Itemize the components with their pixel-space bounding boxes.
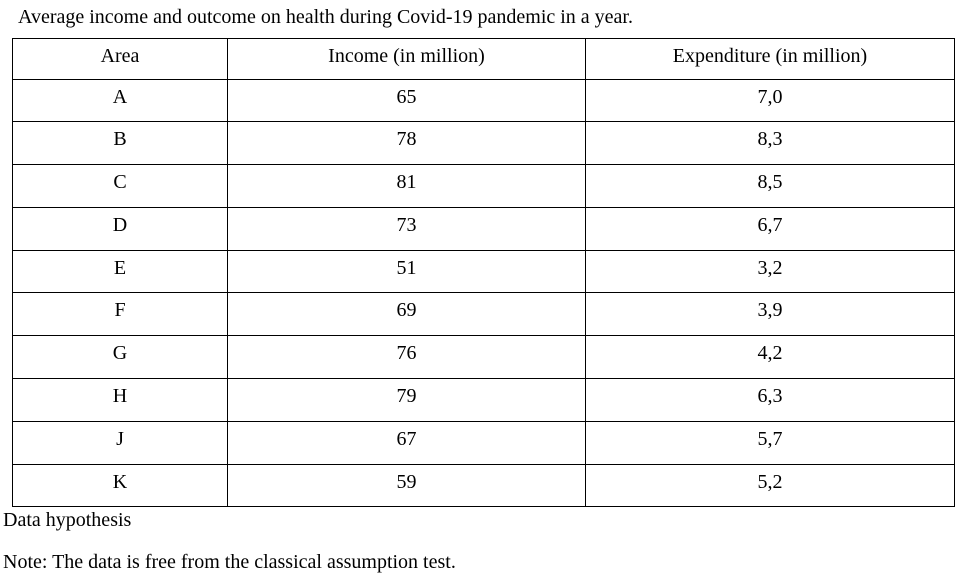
table-row: J 67 5,7 bbox=[12, 420, 955, 465]
cell-area: F bbox=[12, 292, 228, 337]
cell-area: K bbox=[12, 463, 228, 508]
header-cell-area: Area bbox=[12, 38, 228, 80]
cell-expenditure: 6,3 bbox=[585, 378, 955, 422]
cell-area: D bbox=[12, 206, 228, 251]
header-cell-income: Income (in million) bbox=[227, 38, 586, 80]
cell-income: 78 bbox=[227, 121, 586, 166]
cell-expenditure: 7,0 bbox=[585, 78, 955, 123]
cell-expenditure: 4,2 bbox=[585, 335, 955, 380]
cell-area: C bbox=[12, 164, 228, 208]
table-row: F 69 3,9 bbox=[12, 292, 955, 337]
cell-area: H bbox=[12, 378, 228, 422]
cell-expenditure: 3,9 bbox=[585, 292, 955, 337]
header-cell-expenditure: Expenditure (in million) bbox=[585, 38, 955, 80]
cell-income: 65 bbox=[227, 78, 586, 123]
table-row: K 59 5,2 bbox=[12, 463, 955, 508]
table-row: A 65 7,0 bbox=[12, 78, 955, 123]
table-row: H 79 6,3 bbox=[12, 378, 955, 422]
cell-expenditure: 8,5 bbox=[585, 164, 955, 208]
cell-income: 59 bbox=[227, 463, 586, 508]
cell-income: 81 bbox=[227, 164, 586, 208]
table-row: B 78 8,3 bbox=[12, 121, 955, 166]
table-row: E 51 3,2 bbox=[12, 249, 955, 294]
table-header-row: Area Income (in million) Expenditure (in… bbox=[12, 38, 955, 80]
data-hypothesis-label: Data hypothesis bbox=[3, 509, 132, 531]
income-expenditure-table: Area Income (in million) Expenditure (in… bbox=[12, 38, 955, 508]
cell-expenditure: 5,2 bbox=[585, 463, 955, 508]
table-row: C 81 8,5 bbox=[12, 164, 955, 208]
cell-area: E bbox=[12, 249, 228, 294]
note-text: Note: The data is free from the classica… bbox=[3, 551, 456, 573]
cell-income: 69 bbox=[227, 292, 586, 337]
cell-expenditure: 6,7 bbox=[585, 206, 955, 251]
cell-area: G bbox=[12, 335, 228, 380]
cell-income: 79 bbox=[227, 378, 586, 422]
cell-area: A bbox=[12, 78, 228, 123]
cell-area: J bbox=[12, 420, 228, 465]
table-caption: Average income and outcome on health dur… bbox=[18, 6, 633, 28]
cell-income: 73 bbox=[227, 206, 586, 251]
cell-income: 76 bbox=[227, 335, 586, 380]
cell-expenditure: 5,7 bbox=[585, 420, 955, 465]
table-row: D 73 6,7 bbox=[12, 206, 955, 251]
cell-income: 67 bbox=[227, 420, 586, 465]
cell-area: B bbox=[12, 121, 228, 166]
cell-expenditure: 3,2 bbox=[585, 249, 955, 294]
table-row: G 76 4,2 bbox=[12, 335, 955, 380]
cell-expenditure: 8,3 bbox=[585, 121, 955, 166]
cell-income: 51 bbox=[227, 249, 586, 294]
